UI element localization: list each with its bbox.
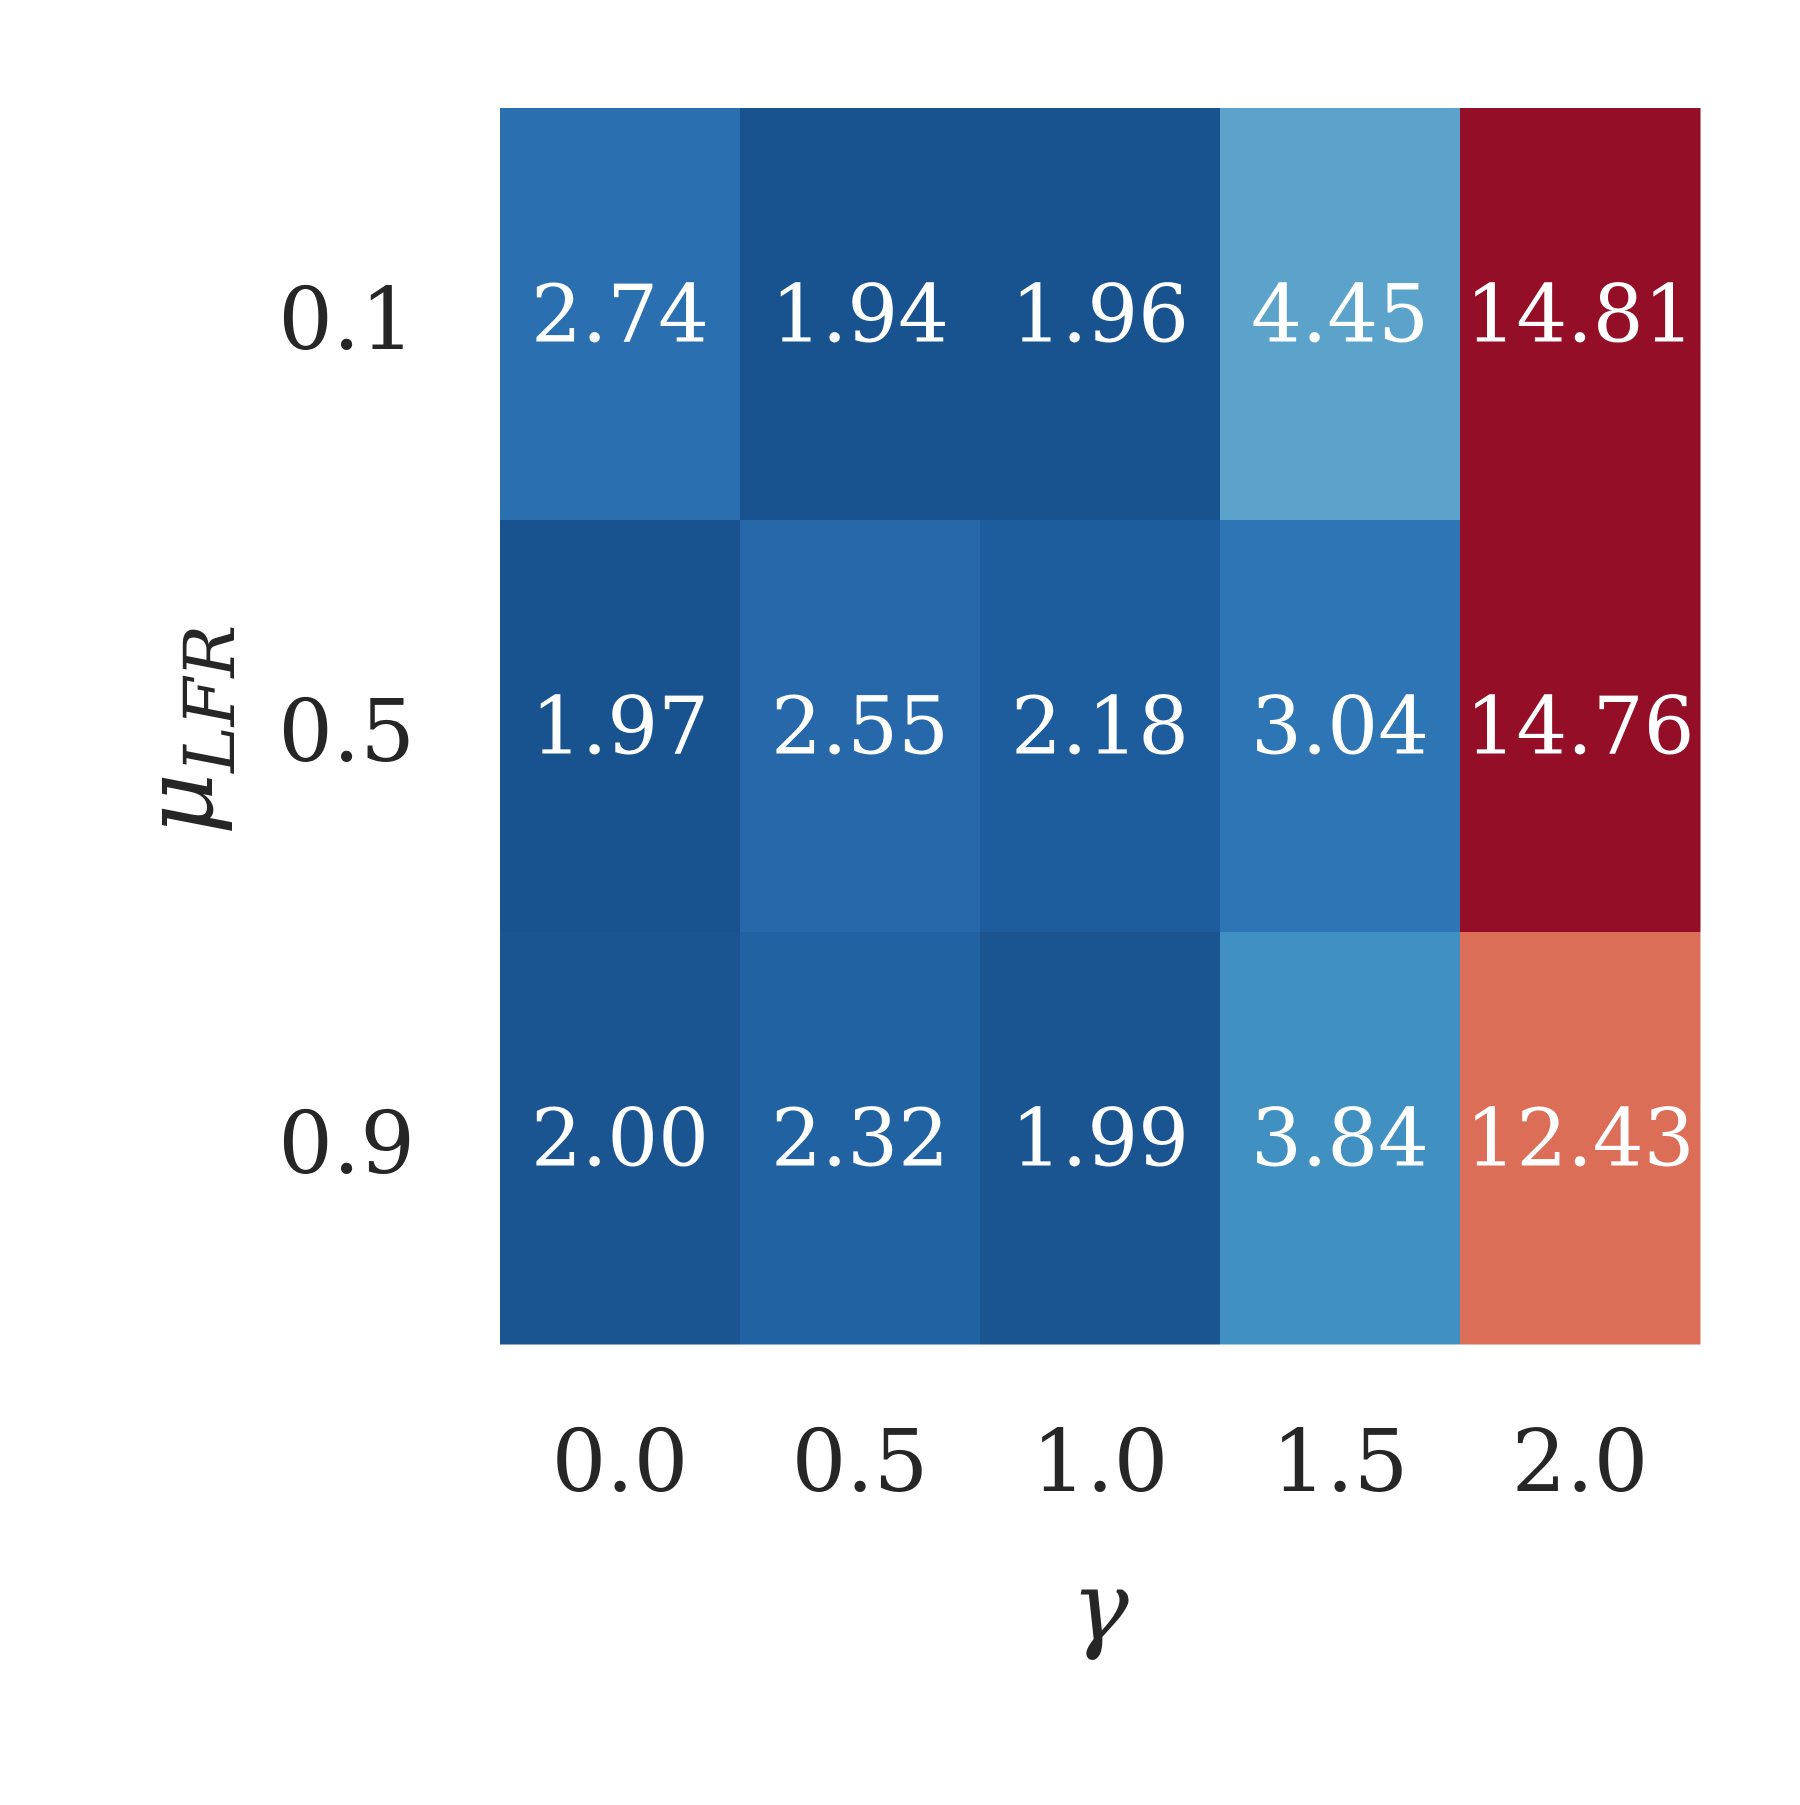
cell-value-label: 3.04 xyxy=(1251,680,1429,773)
cell-value-label: 3.84 xyxy=(1251,1092,1429,1185)
heatmap-cell xyxy=(980,108,1221,521)
x-tick-label: 0.0 xyxy=(552,1412,689,1512)
y-tick-label: 0.5 xyxy=(278,682,415,782)
cell-value-label: 1.94 xyxy=(771,268,949,361)
x-tick-label: 1.0 xyxy=(1032,1412,1169,1512)
heatmap-cell xyxy=(500,932,741,1345)
heatmap-cells xyxy=(500,108,1701,1345)
cell-value-label: 1.99 xyxy=(1011,1092,1189,1185)
heatmap-cell xyxy=(1460,932,1701,1345)
cell-value-label: 4.45 xyxy=(1251,268,1429,361)
heatmap-cell-labels: 2.74 1.94 1.96 4.45 14.81 1.97 2.55 2.18 3.04 14.… xyxy=(531,268,1695,1185)
y-axis-label-subscript: LFR xyxy=(169,625,251,775)
cell-value-label: 14.81 xyxy=(1465,268,1694,361)
x-tick-label: 0.5 xyxy=(792,1412,929,1512)
cell-value-label: 2.55 xyxy=(771,680,949,773)
x-tick-labels: 0.0 0.5 1.0 1.5 2.0 xyxy=(552,1412,1649,1512)
heatmap-cell xyxy=(740,932,981,1345)
heatmap-cell xyxy=(1220,108,1461,521)
y-axis-label: μLFR xyxy=(123,625,251,835)
cell-value-label: 2.18 xyxy=(1011,680,1189,773)
cell-value-label: 1.97 xyxy=(531,680,709,773)
cell-value-label: 2.32 xyxy=(771,1092,949,1185)
cell-value-label: 2.74 xyxy=(531,268,709,361)
cell-value-label: 2.00 xyxy=(531,1092,709,1185)
y-tick-labels: 0.1 0.5 0.9 xyxy=(278,270,415,1194)
x-tick-label: 2.0 xyxy=(1512,1412,1649,1512)
heatmap-cell xyxy=(1220,932,1461,1345)
heatmap-cell xyxy=(740,108,981,521)
cell-value-label: 1.96 xyxy=(1011,268,1189,361)
cell-value-label: 12.43 xyxy=(1465,1092,1694,1185)
heatmap-cell xyxy=(980,520,1221,933)
heatmap-cell xyxy=(1460,520,1701,933)
y-axis-label-main: μ xyxy=(123,773,235,835)
x-axis-label: γ xyxy=(1071,1551,1129,1663)
x-tick-label: 1.5 xyxy=(1272,1412,1409,1512)
heatmap-cell xyxy=(740,520,981,933)
heatmap-cell xyxy=(500,520,741,933)
heatmap-cell xyxy=(980,932,1221,1345)
heatmap-cell xyxy=(1220,520,1461,933)
y-tick-label: 0.9 xyxy=(278,1094,415,1194)
y-tick-label: 0.1 xyxy=(278,270,415,370)
cell-value-label: 14.76 xyxy=(1465,680,1694,773)
heatmap-cell xyxy=(1460,108,1701,521)
heatmap-cell xyxy=(500,108,741,521)
